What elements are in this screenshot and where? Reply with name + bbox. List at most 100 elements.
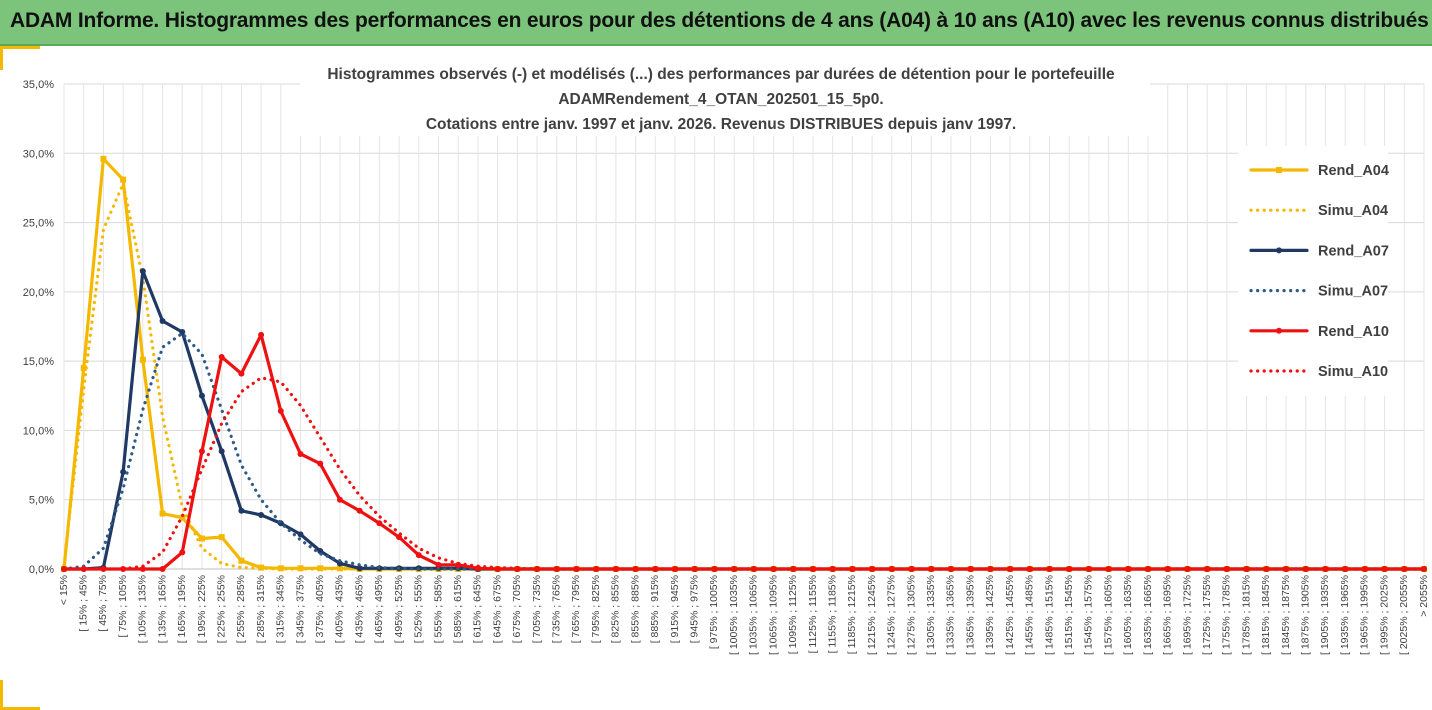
data-point-rend_a10	[356, 507, 363, 514]
chart-area: 0,0% 5,0% 10,0% 15,0% 20,0% 25,0% 30,0% 35,0% < …	[0, 46, 1432, 710]
y-tick-label: 10,0%	[23, 425, 54, 437]
x-tick-label: [ 1575% ; 1605%	[1102, 575, 1114, 655]
y-tick-label: 25,0%	[23, 218, 54, 230]
x-tick-label: [ 1905% ; 1935%	[1319, 575, 1331, 655]
data-point-rend_a07	[120, 469, 127, 475]
x-tick-label: [ 765% ; 795%	[570, 575, 582, 643]
x-tick-label: [ 465% ; 495%	[373, 575, 385, 643]
legend-label-rend_a04: Rend_A04	[1318, 163, 1389, 179]
data-point-rend_a07	[356, 565, 363, 572]
data-point-rend_a10	[1243, 566, 1250, 572]
data-point-rend_a04	[120, 176, 127, 183]
x-tick-label: [ 435% ; 465%	[353, 575, 365, 643]
data-point-rend_a07	[317, 547, 324, 554]
x-tick-label: [ 75% ; 105%	[117, 575, 129, 637]
x-tick-label: [ 1665% ; 1695%	[1162, 575, 1174, 655]
x-tick-label: [ 1845% ; 1875%	[1280, 575, 1292, 655]
data-point-rend_a04	[179, 514, 186, 521]
x-tick-label: [ 1725% ; 1755%	[1201, 575, 1213, 655]
data-point-rend_a07	[198, 392, 205, 399]
data-point-rend_a10	[1164, 566, 1171, 572]
legend-marker	[1276, 167, 1282, 173]
legend-label-rend_a10: Rend_A10	[1318, 324, 1389, 340]
data-point-rend_a07	[179, 329, 186, 336]
y-tick-label: 0,0%	[29, 564, 54, 576]
chart-title-backdrop	[300, 56, 1150, 136]
x-tick-label: < 15%	[58, 575, 70, 605]
chart-title-line: ADAMRendement_4_OTAN_202501_15_5p0.	[558, 91, 883, 108]
data-point-rend_a10	[947, 566, 954, 572]
data-point-rend_a10	[1007, 566, 1014, 572]
data-point-rend_a10	[1026, 566, 1033, 572]
data-point-rend_a07	[218, 448, 225, 455]
chart-title-line: Cotations entre janv. 1997 et janv. 2026…	[426, 116, 1016, 133]
data-point-rend_a10	[1223, 566, 1230, 572]
histogram-chart: 0,0% 5,0% 10,0% 15,0% 20,0% 25,0% 30,0% 35,0% < …	[23, 56, 1430, 655]
x-tick-label: [ 1365% ; 1395%	[964, 575, 976, 655]
data-point-rend_a10	[297, 450, 304, 457]
x-tick-label: [ 795% ; 825%	[590, 575, 602, 643]
data-point-rend_a10	[987, 566, 994, 572]
x-tick-label: [ 825% ; 855%	[610, 575, 622, 643]
data-point-rend_a10	[1381, 566, 1388, 572]
data-point-rend_a10	[908, 566, 915, 572]
axis-layer: 0,0% 5,0% 10,0% 15,0% 20,0% 25,0% 30,0% 35,0% < …	[23, 79, 1430, 655]
data-point-rend_a10	[238, 370, 245, 377]
x-tick-label: [ 285% ; 315%	[255, 575, 267, 643]
data-point-rend_a10	[1105, 566, 1112, 572]
x-tick-label: [ 1425% ; 1455%	[1004, 575, 1016, 655]
report-banner: ADAM Informe. Histogrammes des performan…	[0, 0, 1432, 46]
data-point-rend_a10	[1302, 566, 1309, 572]
x-tick-label: [ 1605% ; 1635%	[1122, 575, 1134, 655]
data-point-rend_a10	[1066, 566, 1073, 572]
data-point-rend_a10	[336, 496, 343, 503]
series-line-simu_a07	[62, 331, 1426, 571]
x-tick-label: [ 1545% ; 1575%	[1083, 575, 1095, 655]
x-tick-label: [ 1995% ; 2025%	[1378, 575, 1390, 655]
series-line-simu_a04	[62, 182, 1426, 571]
data-point-rend_a04	[80, 365, 87, 372]
x-tick-label: [ 1875% ; 1905%	[1300, 575, 1312, 655]
x-tick-label: [ 165% ; 195%	[176, 575, 188, 643]
x-tick-label: [ 405% ; 435%	[334, 575, 346, 643]
grid-layer	[63, 83, 1425, 570]
x-tick-label: [ 495% ; 525%	[393, 575, 405, 643]
x-tick-label: [ 885% ; 915%	[649, 575, 661, 643]
y-tick-label: 15,0%	[23, 356, 54, 368]
data-point-rend_a04	[198, 535, 205, 542]
x-tick-label: [ 1185% ; 1215%	[846, 575, 858, 654]
legend-label-simu_a04: Simu_A04	[1318, 203, 1388, 219]
x-tick-label: [ 1035% ; 1065%	[748, 575, 760, 655]
x-tick-label: [ 1815% ; 1845%	[1260, 575, 1272, 655]
data-point-rend_a10	[1204, 566, 1211, 572]
x-tick-label: [ 345% ; 375%	[294, 575, 306, 643]
x-tick-label: [ 2025% ; 2055%	[1398, 575, 1410, 655]
data-point-rend_a10	[198, 448, 205, 455]
x-tick-label: [ 1635% ; 1665%	[1142, 575, 1154, 655]
x-tick-label: [ 585% ; 615%	[452, 575, 464, 643]
data-point-rend_a10	[435, 561, 442, 568]
series-line-rend_a07	[62, 269, 1426, 571]
series-layer	[61, 155, 1427, 572]
chart-title: Histogrammes observés (-) et modélisés (…	[300, 56, 1150, 136]
data-point-rend_a10	[1361, 566, 1368, 572]
data-point-rend_a07	[297, 531, 304, 538]
x-tick-label: [ 1455% ; 1485%	[1024, 575, 1036, 655]
x-tick-label: [ 45% ; 75%	[97, 575, 109, 632]
data-point-rend_a04	[238, 557, 245, 564]
data-point-rend_a10	[1046, 566, 1053, 572]
data-point-rend_a04	[159, 510, 166, 517]
data-point-rend_a07	[159, 317, 166, 324]
data-point-rend_a10	[1184, 566, 1191, 572]
data-point-rend_a07	[238, 507, 245, 514]
x-tick-label: [ 675% ; 705%	[511, 575, 523, 643]
x-tick-label: [ 1095% ; 1125%	[787, 575, 799, 654]
x-tick-label: [ 1245% ; 1275%	[886, 575, 898, 655]
data-point-rend_a10	[258, 331, 265, 338]
x-tick-label: [ 855% ; 885%	[629, 575, 641, 643]
x-tick-label: [ 735% ; 765%	[551, 575, 563, 643]
data-point-rend_a10	[317, 460, 324, 467]
data-point-rend_a10	[139, 566, 146, 572]
x-tick-label: [ 15% ; 45%	[77, 575, 89, 632]
x-tick-label: [ 555% ; 585%	[432, 575, 444, 643]
